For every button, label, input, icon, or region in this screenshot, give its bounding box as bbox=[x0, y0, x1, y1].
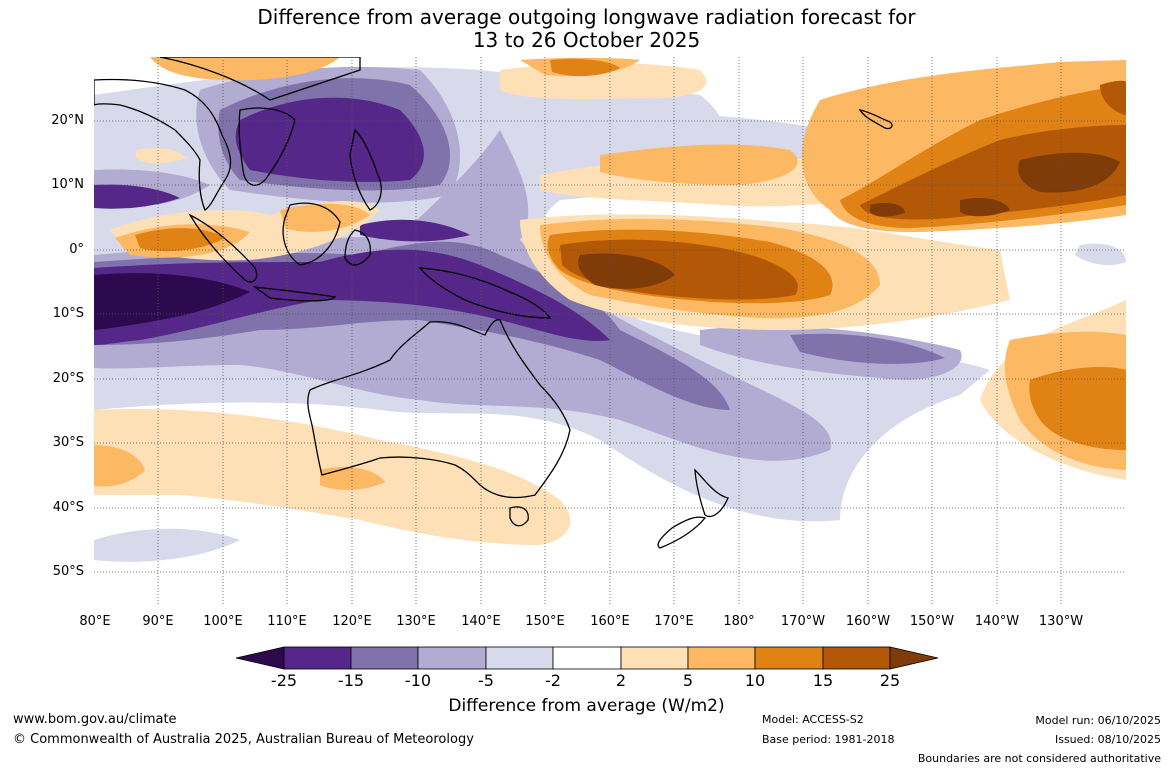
anomaly-region-very-strong-negative bbox=[94, 184, 180, 209]
colorbar-swatch-gt-25 bbox=[889, 646, 939, 670]
lat-label-40s: 40°S bbox=[52, 500, 84, 515]
colorbar-swatch-10-15 bbox=[754, 646, 824, 670]
anomaly-region-extreme-positive bbox=[578, 253, 675, 289]
colorbar-swatch-5-2 bbox=[485, 646, 554, 670]
model-run-date: Model run: 06/10/2025 bbox=[1035, 714, 1161, 727]
colorbar-tick: 25 bbox=[879, 671, 901, 690]
anomaly-region-moderate-positive bbox=[600, 144, 798, 185]
lon-label-90e: 90°E bbox=[142, 614, 174, 629]
lat-label-20s: 20°S bbox=[52, 371, 84, 386]
colorbar-tick: -15 bbox=[337, 671, 365, 690]
new-guinea-coastline bbox=[418, 267, 552, 319]
lat-label-equator: 0° bbox=[69, 242, 84, 257]
lon-label-170e: 170°E bbox=[654, 614, 694, 629]
anomaly-region-moderate-positive bbox=[320, 466, 385, 490]
lon-label-150e: 150°E bbox=[525, 614, 565, 629]
coastlines bbox=[94, 57, 893, 549]
anomaly-region-moderate-positive bbox=[150, 57, 340, 81]
lat-label-10s: 10°S bbox=[52, 306, 84, 321]
model-name: Model: ACCESS-S2 bbox=[762, 713, 864, 726]
colorbar-swatch-25-15 bbox=[283, 646, 352, 670]
colorbar-swatch-15-25 bbox=[822, 646, 891, 670]
boundaries-disclaimer: Boundaries are not considered authoritat… bbox=[917, 752, 1161, 765]
colorbar-swatch-10-5 bbox=[417, 646, 487, 670]
colorbar-swatch-2-5 bbox=[620, 646, 689, 670]
lon-label-160w: 160°W bbox=[845, 614, 891, 629]
tasmania-coastline bbox=[509, 506, 529, 527]
lat-label-20n: 20°N bbox=[51, 113, 84, 128]
anomaly-region-extreme-negative bbox=[94, 273, 250, 330]
olr-anomaly-map bbox=[94, 57, 1126, 605]
anomaly-region-moderate-positive bbox=[280, 203, 370, 232]
colorbar-swatch-15-10 bbox=[350, 646, 419, 670]
anomaly-region-strong-positive bbox=[550, 58, 620, 77]
anomaly-region-strong-positive bbox=[1029, 367, 1126, 450]
java-coastline bbox=[252, 286, 337, 302]
lon-label-140w: 140°W bbox=[974, 614, 1020, 629]
anomaly-region-weak-positive bbox=[94, 57, 1126, 480]
colorbar bbox=[235, 646, 939, 670]
anomaly-region-moderate-positive bbox=[94, 445, 145, 487]
anomaly-region-very-strong-positive bbox=[1100, 80, 1126, 115]
copyright-notice: © Commonwealth of Australia 2025, Austra… bbox=[13, 732, 474, 747]
colorbar-tick: 15 bbox=[812, 671, 834, 690]
lat-label-30s: 30°S bbox=[52, 435, 84, 450]
colorbar-tick: -2 bbox=[545, 671, 561, 690]
graticule bbox=[94, 57, 1126, 605]
colorbar-tick: -25 bbox=[270, 671, 298, 690]
colorbar-title: Difference from average (W/m2) bbox=[448, 696, 725, 716]
lat-label-50s: 50°S bbox=[52, 564, 84, 579]
anomaly-region-strong-negative bbox=[790, 333, 945, 364]
sulawesi-coastline bbox=[344, 229, 371, 266]
australia-coastline bbox=[307, 319, 571, 499]
anomaly-region-very-strong-negative bbox=[235, 97, 424, 182]
colorbar-tick: 5 bbox=[682, 671, 694, 690]
anomaly-region-weak-negative bbox=[94, 528, 240, 562]
colorbar-tick: -10 bbox=[404, 671, 432, 690]
anomaly-region-very-strong-positive bbox=[860, 125, 1126, 220]
new-zealand-south-coastline bbox=[657, 516, 707, 549]
lon-label-110e: 110°E bbox=[267, 614, 307, 629]
issued-date: Issued: 08/10/2025 bbox=[1054, 733, 1161, 746]
south-china-coastline bbox=[159, 57, 361, 101]
lat-label-10n: 10°N bbox=[51, 177, 84, 192]
lon-label-120e: 120°E bbox=[332, 614, 372, 629]
lon-label-140e: 140°E bbox=[461, 614, 501, 629]
colorbar-tick: 2 bbox=[615, 671, 627, 690]
colorbar-swatch-5-10 bbox=[687, 646, 756, 670]
new-zealand-north-coastline bbox=[694, 468, 729, 518]
website-link[interactable]: www.bom.gov.au/climate bbox=[13, 712, 177, 727]
sumatra-coastline bbox=[188, 213, 258, 283]
anomaly-region-very-strong-negative bbox=[360, 219, 470, 242]
hawaii-coastline bbox=[858, 109, 893, 130]
lon-label-170w: 170°W bbox=[780, 614, 826, 629]
colorbar-swatch-neutral bbox=[552, 646, 622, 670]
lon-label-150w: 150°W bbox=[909, 614, 955, 629]
colorbar-tick: 10 bbox=[744, 671, 766, 690]
colorbar-swatch-lt-25 bbox=[235, 646, 285, 670]
anomaly-region-weak-positive bbox=[136, 147, 186, 164]
colorbar-tick: -5 bbox=[478, 671, 494, 690]
lon-label-130e: 130°E bbox=[396, 614, 436, 629]
anomaly-region-extreme-positive bbox=[870, 202, 905, 217]
borneo-coastline bbox=[282, 202, 341, 266]
mainland-se-asia-coastline bbox=[94, 78, 232, 212]
anomaly-region-extreme-positive bbox=[960, 198, 1010, 217]
lon-label-80e: 80°E bbox=[79, 614, 111, 629]
map-title-line1: Difference from average outgoing longwav… bbox=[257, 5, 916, 29]
anomaly-region-extreme-positive bbox=[1018, 152, 1120, 193]
philippines-coastline bbox=[349, 128, 382, 211]
anomaly-region-weak-negative bbox=[1075, 243, 1126, 266]
lon-label-130w: 130°W bbox=[1038, 614, 1084, 629]
map-title-line2: 13 to 26 October 2025 bbox=[472, 28, 701, 52]
indochina-coastline bbox=[238, 107, 296, 186]
lon-label-160e: 160°E bbox=[590, 614, 630, 629]
base-period: Base period: 1981-2018 bbox=[762, 733, 895, 746]
lon-label-180: 180° bbox=[723, 614, 755, 629]
lon-label-100e: 100°E bbox=[203, 614, 243, 629]
